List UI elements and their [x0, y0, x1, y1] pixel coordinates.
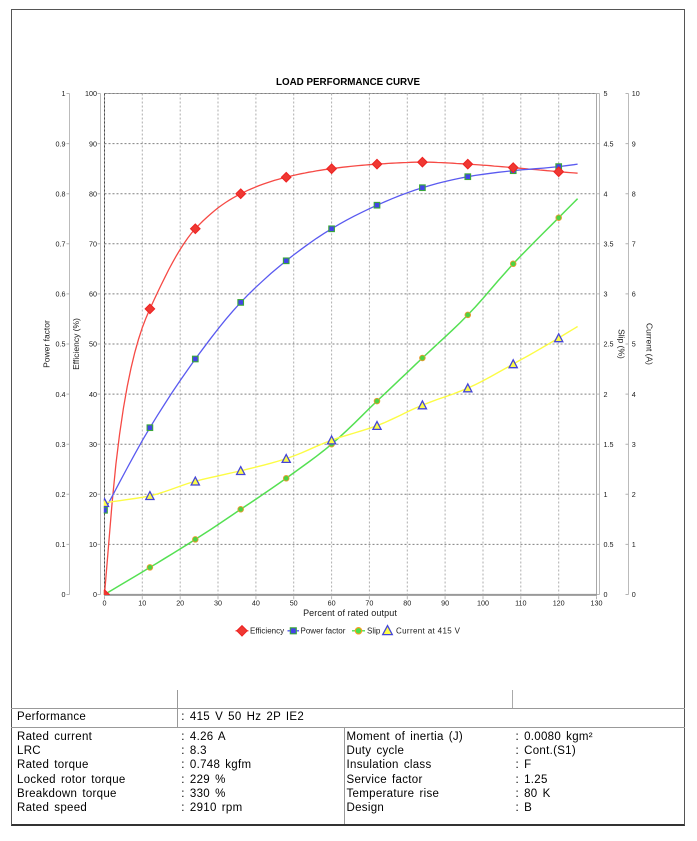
svg-text:5: 5 [632, 340, 636, 349]
svg-text:7: 7 [632, 240, 636, 249]
svg-text:40: 40 [252, 599, 260, 608]
svg-text:Slip: Slip [367, 626, 381, 635]
svg-text:2: 2 [632, 490, 636, 499]
svg-text:3.5: 3.5 [604, 240, 614, 249]
svg-text:5: 5 [604, 89, 608, 98]
svg-text:60: 60 [328, 599, 336, 608]
svg-text:0.3: 0.3 [56, 440, 66, 449]
svg-text:70: 70 [89, 240, 97, 249]
svg-text:4.5: 4.5 [604, 139, 614, 148]
svg-text:0.2: 0.2 [56, 490, 66, 499]
svg-text:LOAD PERFORMANCE CURVE: LOAD PERFORMANCE CURVE [276, 77, 421, 88]
svg-text:Power factor: Power factor [42, 320, 52, 368]
svg-text:0.9: 0.9 [56, 139, 66, 148]
svg-text:30: 30 [214, 599, 222, 608]
svg-text:Efficiency: Efficiency [250, 626, 284, 635]
svg-text:1: 1 [604, 490, 608, 499]
svg-text:0.4: 0.4 [56, 390, 66, 399]
svg-text:40: 40 [89, 390, 97, 399]
svg-text:90: 90 [441, 599, 449, 608]
svg-text:9: 9 [632, 139, 636, 148]
svg-text:3: 3 [632, 440, 636, 449]
svg-text:10: 10 [632, 89, 640, 98]
svg-text:Current (A): Current (A) [645, 323, 655, 365]
svg-text:130: 130 [591, 599, 603, 608]
svg-text:0.1: 0.1 [56, 540, 66, 549]
svg-text:6: 6 [632, 290, 636, 299]
svg-text:50: 50 [290, 599, 298, 608]
svg-text:10: 10 [138, 599, 146, 608]
svg-text:0.6: 0.6 [56, 290, 66, 299]
svg-text:70: 70 [365, 599, 373, 608]
svg-text:0: 0 [604, 590, 608, 599]
svg-text:100: 100 [477, 599, 489, 608]
svg-text:Slip (%): Slip (%) [617, 329, 627, 359]
svg-text:0.5: 0.5 [604, 540, 614, 549]
svg-text:2.5: 2.5 [604, 340, 614, 349]
svg-text:8: 8 [632, 189, 636, 198]
svg-text:4: 4 [632, 390, 636, 399]
svg-text:0.8: 0.8 [56, 189, 66, 198]
svg-text:0.7: 0.7 [56, 240, 66, 249]
svg-text:110: 110 [515, 599, 526, 608]
svg-text:Percent of rated output: Percent of rated output [303, 608, 397, 618]
svg-text:60: 60 [89, 290, 97, 299]
svg-text:120: 120 [553, 599, 565, 608]
svg-text:80: 80 [89, 189, 97, 198]
svg-text:0: 0 [93, 590, 97, 599]
svg-text:50: 50 [89, 340, 97, 349]
svg-text:4: 4 [604, 189, 608, 198]
svg-text:0: 0 [632, 590, 636, 599]
svg-text:1.5: 1.5 [604, 440, 614, 449]
svg-text:0.5: 0.5 [56, 340, 66, 349]
svg-text:Efficiency (%): Efficiency (%) [71, 318, 81, 370]
svg-text:80: 80 [403, 599, 411, 608]
svg-text:10: 10 [89, 540, 97, 549]
svg-text:20: 20 [89, 490, 97, 499]
svg-text:1: 1 [62, 89, 66, 98]
svg-text:2: 2 [604, 390, 608, 399]
svg-text:20: 20 [176, 599, 184, 608]
svg-text:Current at 415 V: Current at 415 V [396, 626, 461, 635]
svg-text:3: 3 [604, 290, 608, 299]
svg-text:90: 90 [89, 139, 97, 148]
svg-text:30: 30 [89, 440, 97, 449]
svg-text:0: 0 [103, 599, 107, 608]
svg-text:100: 100 [85, 89, 97, 98]
svg-text:0: 0 [62, 590, 66, 599]
svg-text:1: 1 [632, 540, 636, 549]
svg-text:Power factor: Power factor [301, 626, 346, 635]
